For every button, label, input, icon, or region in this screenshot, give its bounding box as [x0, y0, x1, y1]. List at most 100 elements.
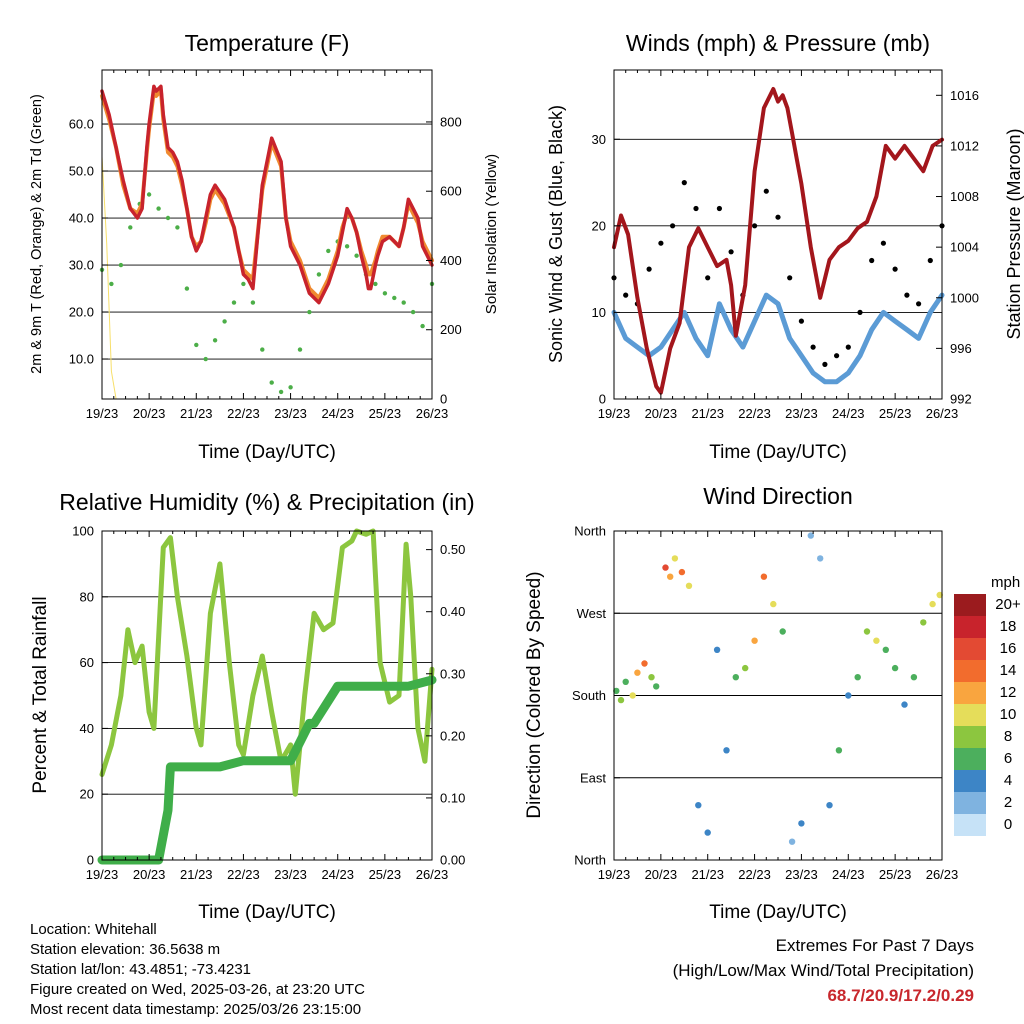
legend-label: 16	[1000, 640, 1017, 657]
x-tick-label: 25/23	[369, 867, 402, 882]
direction-left-ticks: North East South West North	[572, 524, 620, 868]
gust-point	[752, 223, 758, 229]
y-tick-label: 0.10	[440, 790, 465, 805]
x-tick-label: 23/23	[785, 406, 818, 421]
y-tick-label: 10	[592, 305, 606, 320]
relative-humidity-line	[99, 528, 435, 797]
station-elevation: Station elevation: 36.5638 m	[30, 941, 221, 958]
legend-title: mph	[991, 574, 1020, 591]
x-tick-label: 20/23	[133, 406, 166, 421]
insolation-y-label: Solar Insolation (Yellow)	[483, 154, 500, 314]
legend-swatch	[954, 770, 986, 792]
dewpoint-point	[420, 323, 425, 329]
y-tick-label: 1008	[950, 189, 979, 204]
gust-point	[658, 240, 664, 246]
dewpoint-point	[184, 286, 190, 291]
wind-direction-point	[629, 692, 636, 699]
wind-direction-point	[634, 669, 641, 676]
y-tick-label: 80	[80, 589, 94, 604]
dewpoint-point	[392, 295, 397, 301]
gust-point	[892, 266, 898, 272]
x-tick-label: 25/23	[879, 867, 912, 882]
x-tick-label: 19/23	[86, 406, 119, 421]
legend-label: 18	[1000, 618, 1017, 635]
y-tick-label: 20	[80, 787, 94, 802]
legend-label: 0	[1004, 816, 1012, 833]
x-tick-label: 19/23	[598, 867, 631, 882]
gust-point	[728, 249, 734, 255]
wind-direction-point	[817, 555, 824, 562]
winds-x-label: Time (Day/UTC)	[709, 442, 847, 463]
wind-direction-point	[685, 582, 693, 589]
dewpoint-point	[109, 281, 114, 287]
dewpoint-point	[326, 248, 331, 254]
x-tick-label: 22/23	[738, 406, 771, 421]
gust-point	[681, 180, 687, 186]
legend-label: 6	[1004, 750, 1012, 767]
winds-title: Winds (mph) & Pressure (mb)	[626, 30, 930, 56]
x-tick-label: 19/23	[86, 867, 119, 882]
wind-direction-point	[742, 664, 749, 672]
wind-direction-point	[779, 628, 786, 635]
y-tick-label: 40	[80, 721, 94, 736]
y-tick-label: 1016	[950, 88, 979, 103]
legend-swatch	[954, 660, 986, 682]
gust-point	[904, 292, 910, 298]
y-tick-label: 30.0	[69, 258, 94, 273]
dewpoint-point	[250, 300, 256, 305]
y-tick-label: 60	[80, 655, 94, 670]
wind-direction-y-label: Direction (Colored By Speed)	[524, 571, 545, 818]
gust-point	[916, 301, 922, 307]
dewpoint-point	[354, 253, 359, 258]
temperature-series	[99, 84, 435, 400]
x-tick-label: 20/23	[645, 406, 678, 421]
y-tick-label: 1012	[950, 138, 979, 153]
wind-direction-point	[929, 600, 936, 608]
legend-swatch	[954, 814, 986, 836]
wind-direction-point	[622, 678, 629, 685]
x-tick-label: 24/23	[321, 406, 354, 421]
x-tick-label: 21/23	[180, 867, 213, 882]
solar-insolation-line	[101, 156, 433, 400]
pressure-right-ticks: 992 996 1000 1004 1008 1012 1016	[936, 88, 979, 407]
y-tick-label: 100	[72, 524, 94, 539]
y-tick-label: 800	[440, 114, 462, 129]
y-tick-label: 0.20	[440, 728, 465, 743]
wind-direction-point	[732, 674, 739, 681]
gust-point	[869, 257, 875, 264]
gust-point	[693, 205, 699, 212]
wind-direction-point	[770, 600, 777, 608]
x-tick-label: 21/23	[180, 406, 213, 421]
gust-point	[880, 240, 887, 246]
dewpoint-point	[146, 192, 152, 197]
legend-swatch	[954, 726, 986, 748]
winds-plot-frame	[613, 69, 943, 400]
temperature-panel: Temperature (F) 10.0 20.0 30.0 40.0 50.0 60.0…	[29, 30, 500, 463]
wind-direction-point	[678, 568, 686, 576]
dewpoint-point	[128, 225, 133, 230]
wind-direction-x-label: Time (Day/UTC)	[709, 902, 847, 923]
x-tick-label: 19/23	[598, 406, 631, 421]
dewpoint-point	[260, 347, 265, 352]
direction-tick-label: South	[572, 688, 606, 703]
x-tick-label: 23/23	[785, 867, 818, 882]
legend-label: 12	[1000, 684, 1017, 701]
legend-swatch	[954, 616, 986, 638]
extremes-subtitle: (High/Low/Max Wind/Total Precipitation)	[672, 961, 974, 980]
gust-point	[670, 223, 676, 229]
wind-direction-point	[882, 646, 889, 653]
dewpoint-point	[241, 281, 246, 287]
x-tick-label: 24/23	[832, 867, 865, 882]
wind-direction-panel: Wind Direction North East South West North 1…	[524, 483, 1021, 923]
wind-direction-gridlines	[614, 530, 942, 861]
wind-direction-point	[662, 564, 669, 571]
x-tick-label: 26/23	[416, 867, 449, 882]
station-info: Location: Whitehall Station elevation: 3…	[30, 920, 365, 1020]
legend-swatch	[954, 638, 986, 660]
y-tick-label: 0	[440, 392, 447, 407]
dewpoint-point	[212, 338, 218, 343]
humidity-series	[97, 528, 437, 865]
total-precip-line	[97, 675, 437, 865]
winds-x-ticks: 19/23 20/23 21/23 22/23 23/23 24/23 25/23 26/23	[598, 70, 958, 421]
